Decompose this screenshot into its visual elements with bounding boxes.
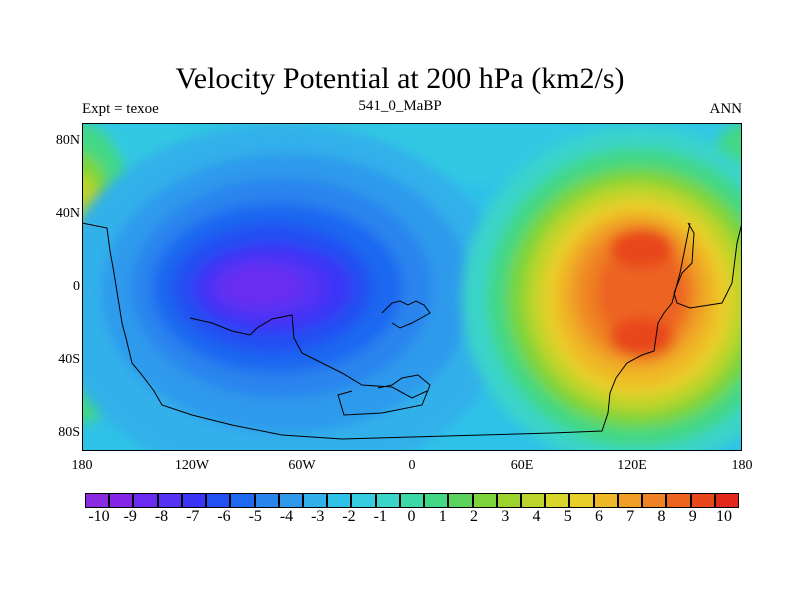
colorbar-swatch (666, 493, 691, 508)
colorbar-tick-label: -1 (373, 508, 387, 525)
colorbar-tick-label: -10 (88, 508, 110, 525)
experiment-label: Expt = texoe (82, 101, 159, 117)
colorbar-tick-label: -3 (311, 508, 325, 525)
colorbar-tick-label: 2 (470, 508, 478, 525)
colorbar-tick-label: -7 (186, 508, 200, 525)
colorbar-tick-label: 6 (595, 508, 603, 525)
lon-tick-label: 120E (617, 458, 647, 473)
colorbar-tick-label: 5 (563, 508, 572, 525)
colorbar-swatch (521, 493, 546, 508)
colorbar-tick-label: 1 (438, 508, 447, 525)
colorbar-tick-label: 4 (532, 508, 541, 525)
colorbar-tick-label: 3 (501, 508, 510, 525)
colorbar-swatch (327, 493, 352, 508)
positive-center (462, 128, 742, 451)
colorbar-swatch (617, 493, 643, 508)
colorbar-swatch (157, 493, 182, 508)
colorbar-swatch (230, 493, 255, 508)
colorbar-swatch (496, 493, 521, 508)
plot-title: Velocity Potential at 200 hPa (km2/s) (175, 62, 625, 95)
lon-tick-label: 120W (174, 458, 210, 473)
colorbar-swatch (690, 493, 715, 508)
colorbar-swatch (85, 493, 110, 508)
colorbar-swatch (714, 493, 739, 508)
lon-tick-label: 0 (408, 458, 416, 473)
map-panel (82, 123, 742, 451)
lon-tick-label: 60W (288, 458, 316, 473)
colorbar-swatch (545, 493, 570, 508)
colorbar-tick-label: -4 (279, 508, 294, 525)
colorbar-swatch (472, 493, 497, 508)
colorbar-swatch (351, 493, 376, 508)
colorbar-tick-label: 0 (407, 508, 416, 525)
lon-tick-label: 180 (71, 458, 93, 473)
lat-tick-label: 40N (55, 206, 80, 222)
colorbar-swatch (448, 493, 473, 508)
negative-center (82, 123, 512, 451)
season-label: ANN (709, 101, 743, 117)
colorbar-tick-label: 7 (626, 508, 635, 525)
contour-map (82, 123, 742, 451)
colorbar-tick-label: -9 (123, 508, 137, 525)
colorbar-swatch (424, 493, 449, 508)
coastlines (82, 222, 742, 440)
colorbar-swatch (399, 493, 425, 508)
colorbar-swatch (375, 493, 400, 508)
colorbar-tick-label: 10 (716, 508, 732, 525)
colorbar-tick-label: -8 (154, 508, 169, 525)
lat-tick-label: 40S (58, 351, 80, 367)
map-frame (82, 123, 742, 451)
lat-tick-label: 0 (73, 279, 80, 294)
lon-tick-label: 60E (510, 458, 534, 473)
colorbar-swatch (278, 493, 303, 508)
colorbar-swatch (181, 493, 207, 508)
colorbar-tick-label: -5 (248, 508, 262, 525)
colorbar-swatch (206, 493, 231, 508)
colorbar-swatch (569, 493, 594, 508)
colorbar-tick-label: 8 (657, 508, 666, 525)
colorbar-tick-label: -6 (217, 508, 231, 525)
colorbar-swatch (593, 493, 618, 508)
lat-tick-label: 80S (58, 424, 80, 440)
colorbar-tick-label: -2 (342, 508, 356, 525)
colorbar-swatch (133, 493, 158, 508)
lon-tick-label: 180 (731, 458, 753, 473)
colorbar-swatch (254, 493, 279, 508)
colorbar-swatch (303, 493, 328, 508)
case-label: 541_0_MaBP (358, 98, 442, 114)
colorbar-swatch (642, 493, 667, 508)
colorbar-swatch (109, 493, 134, 508)
colorbar-tick-label: 9 (688, 508, 697, 525)
lat-tick-label: 80N (55, 133, 80, 149)
colorbar (85, 493, 739, 508)
